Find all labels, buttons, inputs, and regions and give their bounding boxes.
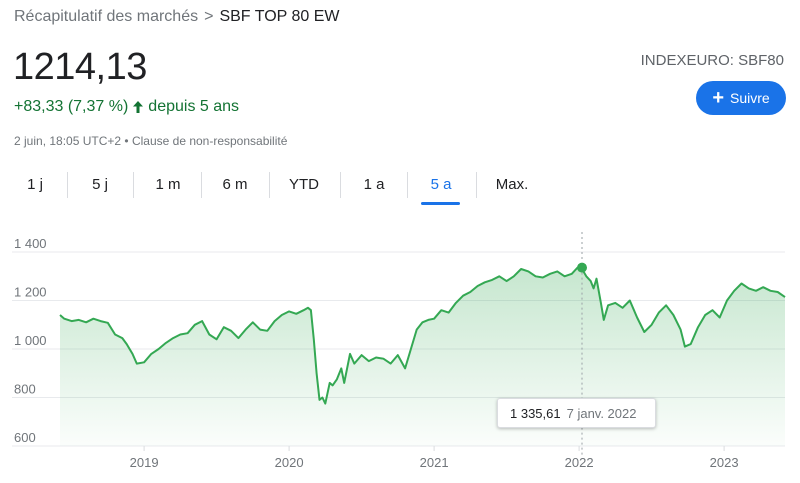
breadcrumb-current: SBF TOP 80 EW [219,8,340,25]
tab-divider [340,172,341,198]
chart-tooltip: 1 335,61 7 janv. 2022 [497,398,656,428]
y-tick-label: 1 400 [14,236,47,251]
x-tick-label: 2022 [565,455,594,470]
tab-1m[interactable]: 1 m [155,176,181,193]
active-tab-indicator [421,202,460,205]
tooltip-date: 7 janv. 2022 [566,405,637,421]
x-tick-label: 2020 [275,455,304,470]
plus-icon: + [712,87,724,109]
area-fill [60,267,785,446]
timestamp: 2 juin, 18:05 UTC+2 [14,134,122,148]
y-tick-label: 600 [14,430,36,445]
follow-label: Suivre [730,90,770,106]
tab-1y[interactable]: 1 a [363,176,385,193]
hover-point [577,262,587,273]
price-change: +83,33 (7,37 %) depuis 5 ans [14,98,239,116]
breadcrumb-parent-link[interactable]: Récapitulatif des marchés [14,8,199,25]
tab-divider [476,172,477,198]
x-tick-label: 2023 [710,455,739,470]
current-price: 1214,13 [13,46,147,88]
y-tick-label: 1 200 [14,285,47,300]
tab-6m[interactable]: 6 m [222,176,248,193]
x-tick-label: 2019 [130,455,159,470]
bullet: • [124,134,129,148]
y-tick-label: 1 000 [14,333,47,348]
change-value: +83,33 (7,37 %) [14,98,129,115]
ticker-symbol: INDEXEURO: SBF80 [640,52,784,69]
arrow-up-icon [133,101,144,113]
tab-divider [201,172,202,198]
price-line [59,266,786,405]
disclaimer-link[interactable]: Clause de non-responsabilité [131,134,288,148]
x-tick-label: 2021 [420,455,449,470]
change-period: depuis 5 ans [148,98,240,115]
tab-1d[interactable]: 1 j [27,176,43,193]
tab-max[interactable]: Max. [495,176,529,193]
tooltip-value: 1 335,61 [510,405,561,421]
period-tabs: 1 j 5 j 1 m 6 m YTD 1 a 5 a Max. [0,166,800,205]
tab-divider [269,172,270,198]
tab-5y[interactable]: 5 a [430,176,452,193]
tab-divider [407,172,408,198]
y-tick-label: 800 [14,382,36,397]
tab-5d[interactable]: 5 j [92,176,108,193]
tab-divider [133,172,134,198]
breadcrumb: Récapitulatif des marchés > SBF TOP 80 EW [14,8,339,26]
quote-meta: 2 juin, 18:05 UTC+2 • Clause de non-resp… [14,134,287,148]
tab-ytd[interactable]: YTD [289,176,319,193]
tab-divider [67,172,68,198]
breadcrumb-separator: > [204,8,214,25]
price-chart[interactable]: 1 400 1 200 1 000 800 600 2019 2020 2021 2022 202… [0,220,800,483]
follow-button[interactable]: + Suivre [696,81,786,115]
